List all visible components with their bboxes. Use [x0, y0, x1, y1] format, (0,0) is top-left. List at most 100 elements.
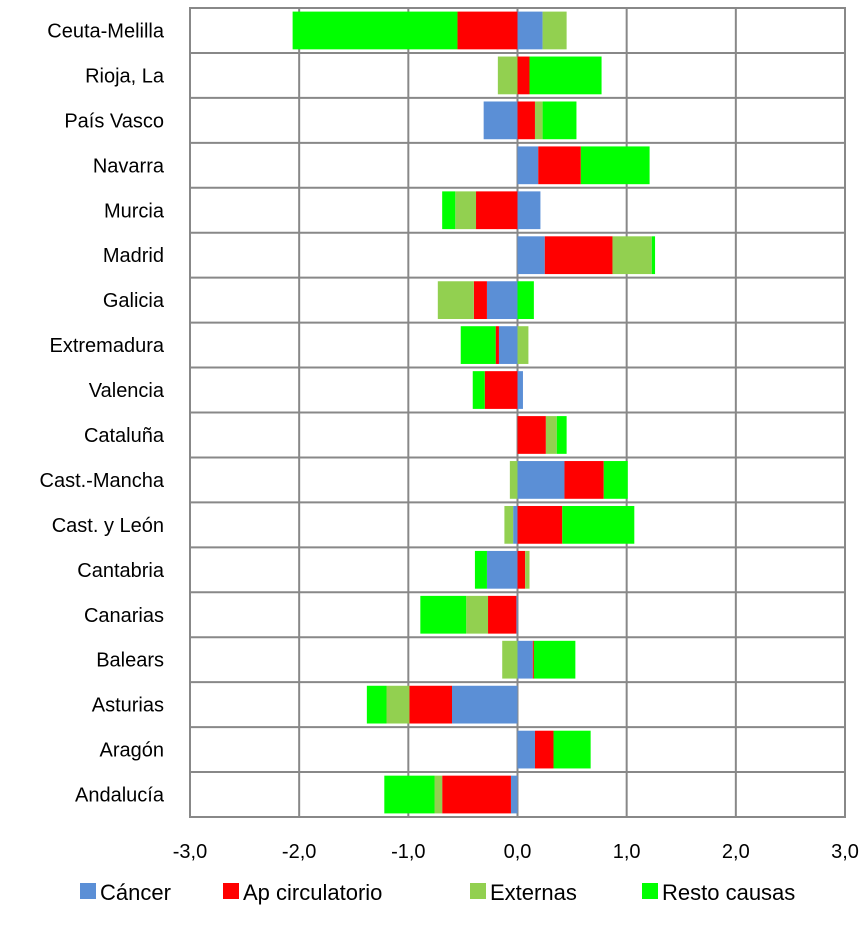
category-label-14: Balears [96, 650, 164, 672]
tick-label-4: 1,0 [613, 841, 641, 863]
bar-11-1 [517, 505, 563, 544]
bar-4-3 [442, 191, 456, 230]
bar-4-0 [517, 191, 541, 230]
tick-label-2: -1,0 [391, 841, 425, 863]
bar-17-0 [510, 775, 518, 814]
legend-swatch-2 [470, 883, 486, 899]
bar-9-1 [517, 416, 546, 454]
bar-13-3 [420, 595, 467, 634]
category-label-12: Cantabria [77, 560, 165, 582]
bar-1-3 [529, 56, 602, 95]
bar-4-2 [455, 191, 477, 230]
bar-14-0 [517, 640, 533, 679]
bar-0-1 [457, 11, 518, 50]
category-label-10: Cast.-Mancha [40, 470, 165, 492]
bar-14-2 [502, 640, 518, 679]
category-label-15: Asturias [92, 695, 164, 717]
bar-7-3 [460, 326, 496, 364]
bar-2-0 [483, 101, 518, 140]
category-label-2: País Vasco [64, 110, 164, 132]
bar-1-2 [497, 56, 518, 95]
bar-6-0 [486, 281, 518, 320]
bar-13-0 [516, 595, 518, 634]
tick-label-1: -2,0 [282, 841, 316, 863]
bar-9-2 [545, 416, 557, 454]
legend-label-1: Ap circulatorio [243, 880, 382, 905]
bar-16-0 [517, 730, 535, 769]
bar-17-2 [434, 775, 443, 814]
bar-5-0 [517, 236, 545, 275]
bar-7-2 [517, 326, 529, 364]
category-axis-labels: Ceuta-Melilla Rioja, La País Vasco Navarra M… [40, 20, 165, 806]
legend: Cáncer Ap circulatorio Externas Resto causa… [80, 880, 795, 905]
tick-label-6: 3,0 [831, 841, 859, 863]
bar-11-0 [513, 505, 518, 544]
category-label-9: Cataluña [84, 425, 165, 447]
category-label-5: Madrid [103, 245, 164, 267]
bar-13-1 [488, 595, 517, 634]
category-label-11: Cast. y León [52, 515, 164, 537]
bar-6-3 [517, 281, 534, 320]
category-label-8: Valencia [89, 380, 165, 402]
bar-12-1 [517, 550, 526, 589]
bar-10-3 [603, 461, 628, 499]
bar-10-0 [517, 461, 565, 499]
category-label-13: Canarias [84, 605, 164, 627]
legend-label-2: Externas [490, 880, 577, 905]
category-label-7: Extremadura [50, 335, 165, 357]
category-label-4: Murcia [104, 200, 165, 222]
bar-16-1 [534, 730, 554, 769]
bar-15-2 [386, 685, 410, 724]
bar-1-1 [517, 56, 530, 95]
bar-16-3 [553, 730, 591, 769]
gridlines [189, 8, 846, 817]
bar-4-1 [476, 191, 518, 230]
bar-3-0 [517, 146, 539, 185]
bar-12-2 [525, 550, 530, 589]
bar-2-2 [534, 101, 543, 140]
bar-10-2 [509, 461, 518, 499]
bar-6-1 [473, 281, 487, 320]
tick-label-5: 2,0 [722, 841, 750, 863]
bar-6-2 [437, 281, 474, 320]
bar-2-1 [517, 101, 535, 140]
bar-11-3 [562, 505, 635, 544]
bar-3-3 [580, 146, 650, 185]
category-label-0: Ceuta-Melilla [47, 20, 165, 42]
bar-0-0 [517, 11, 543, 50]
bar-14-3 [533, 640, 576, 679]
bar-5-2 [612, 236, 652, 275]
bar-17-3 [384, 775, 435, 814]
bar-12-3 [474, 550, 487, 589]
bar-8-1 [484, 371, 518, 409]
category-label-6: Galicia [103, 290, 165, 312]
bar-0-3 [292, 11, 458, 50]
category-label-1: Rioja, La [85, 65, 165, 87]
category-label-3: Navarra [93, 155, 165, 177]
bars [292, 11, 656, 814]
legend-swatch-0 [80, 883, 96, 899]
bar-5-1 [544, 236, 613, 275]
bar-14-1 [532, 640, 534, 679]
category-label-17: Andalucía [75, 785, 165, 807]
bar-0-2 [542, 11, 567, 50]
tick-label-0: -3,0 [173, 841, 207, 863]
bar-15-1 [409, 685, 452, 724]
bar-13-2 [466, 595, 489, 634]
bar-2-3 [542, 101, 577, 140]
legend-label-3: Resto causas [662, 880, 795, 905]
bar-15-3 [366, 685, 387, 724]
bar-8-3 [472, 371, 485, 409]
bar-5-3 [651, 236, 656, 275]
bar-7-0 [498, 326, 518, 364]
bar-15-0 [452, 685, 518, 724]
value-axis-tick-labels: -3,0 -2,0 -1,0 0,0 1,0 2,0 3,0 [173, 841, 859, 863]
bar-9-3 [556, 416, 567, 454]
legend-label-0: Cáncer [100, 880, 171, 905]
bar-12-0 [486, 550, 518, 589]
bar-11-2 [504, 505, 514, 544]
tick-label-3: 0,0 [504, 841, 532, 863]
bar-7-1 [495, 326, 499, 364]
legend-swatch-1 [223, 883, 239, 899]
